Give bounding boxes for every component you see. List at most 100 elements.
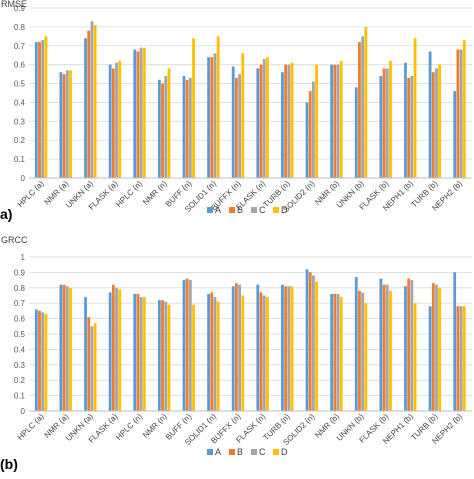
bar-c bbox=[410, 280, 414, 411]
bar-a bbox=[182, 280, 186, 411]
bar-b bbox=[210, 57, 214, 178]
bar-a bbox=[108, 292, 112, 411]
bar-a bbox=[108, 64, 112, 178]
category-label: HPLC (n) bbox=[114, 412, 144, 442]
bar-b bbox=[284, 286, 288, 411]
bar-b bbox=[234, 77, 238, 178]
bar-b bbox=[358, 290, 361, 411]
bar-d bbox=[192, 38, 195, 178]
legend-swatch-b bbox=[229, 207, 235, 213]
bar-d bbox=[69, 70, 72, 178]
bar-b bbox=[358, 42, 361, 178]
y-tick-label: 0.2 bbox=[14, 136, 26, 145]
bar-a bbox=[404, 286, 407, 411]
bar-b bbox=[382, 68, 386, 178]
category-label: HPLC (a) bbox=[16, 412, 46, 442]
bar-d bbox=[290, 286, 294, 411]
bar-a bbox=[379, 76, 383, 178]
bar-a bbox=[453, 272, 457, 411]
bar-d bbox=[266, 297, 269, 411]
bar-b bbox=[234, 283, 238, 411]
legend-label-b: B bbox=[237, 447, 243, 457]
bar-c bbox=[213, 53, 217, 179]
bar-c bbox=[385, 68, 389, 178]
bar-c bbox=[188, 77, 192, 178]
bar-d bbox=[93, 25, 97, 178]
bar-d bbox=[192, 304, 195, 411]
bar-c bbox=[65, 286, 69, 411]
bar-d bbox=[364, 303, 368, 411]
bar-c bbox=[262, 295, 266, 411]
y-tick-label: 0.9 bbox=[14, 4, 26, 13]
bar-a bbox=[207, 293, 210, 411]
bar-c bbox=[213, 297, 217, 411]
bar-a bbox=[84, 38, 87, 178]
bar-d bbox=[438, 64, 442, 178]
bar-d bbox=[389, 290, 392, 411]
legend-swatch-c bbox=[251, 207, 257, 213]
legend-label-a: A bbox=[215, 447, 221, 457]
bar-a bbox=[157, 79, 161, 178]
bar-a bbox=[84, 297, 87, 411]
y-tick-label: 0.6 bbox=[14, 315, 26, 324]
bar-b bbox=[111, 68, 115, 178]
y-tick-label: 0.6 bbox=[14, 61, 26, 70]
bar-c bbox=[90, 21, 94, 178]
bar-c bbox=[459, 306, 463, 411]
y-tick-label: 0 bbox=[21, 407, 26, 416]
bar-a bbox=[379, 278, 383, 411]
bar-b bbox=[259, 292, 263, 411]
bar-b bbox=[456, 306, 460, 411]
bar-c bbox=[139, 47, 143, 178]
bar-d bbox=[290, 62, 294, 178]
bar-b bbox=[38, 310, 41, 411]
legend-label-c: C bbox=[259, 205, 266, 215]
bar-d bbox=[167, 304, 171, 411]
bar-a bbox=[281, 284, 284, 411]
bar-b bbox=[431, 283, 435, 411]
bar-a bbox=[256, 68, 260, 178]
bar-d bbox=[142, 47, 146, 178]
bar-c bbox=[385, 284, 389, 411]
bar-d bbox=[266, 57, 269, 178]
bar-b bbox=[161, 300, 164, 411]
bar-c bbox=[312, 275, 315, 411]
bar-a bbox=[207, 57, 210, 178]
bar-d bbox=[462, 306, 466, 411]
bar-a bbox=[34, 42, 38, 178]
bar-d bbox=[216, 301, 220, 411]
bar-a bbox=[59, 284, 63, 411]
bar-b bbox=[382, 284, 386, 411]
bar-c bbox=[41, 312, 45, 411]
bar-b bbox=[185, 79, 189, 178]
bar-b bbox=[87, 30, 91, 178]
bar-b bbox=[136, 51, 140, 178]
bar-b bbox=[62, 74, 66, 178]
legend-swatch-d bbox=[273, 207, 279, 213]
bar-b bbox=[308, 272, 312, 411]
legend-swatch-a bbox=[207, 207, 213, 213]
category-label: HPLC (n) bbox=[114, 179, 144, 209]
bar-c bbox=[238, 284, 241, 411]
bar-d bbox=[413, 38, 417, 178]
legend-label-a: A bbox=[215, 205, 221, 215]
y-tick-label: 0.4 bbox=[14, 98, 26, 107]
y-tick-label: 0.2 bbox=[14, 376, 26, 385]
bar-d bbox=[142, 297, 146, 411]
bar-a bbox=[404, 62, 407, 178]
y-axis-title: GRCC bbox=[1, 235, 28, 245]
bar-a bbox=[330, 64, 334, 178]
y-tick-label: 0.1 bbox=[14, 392, 26, 401]
panel-label: a) bbox=[0, 206, 12, 222]
bar-c bbox=[115, 287, 118, 411]
bar-c bbox=[287, 64, 291, 178]
y-tick-label: 1 bbox=[21, 253, 26, 262]
bar-c bbox=[65, 70, 69, 178]
bar-b bbox=[431, 72, 435, 178]
bar-d bbox=[241, 53, 245, 179]
bar-c bbox=[361, 292, 365, 411]
legend-swatch-b bbox=[229, 449, 235, 455]
bar-d bbox=[315, 64, 319, 178]
